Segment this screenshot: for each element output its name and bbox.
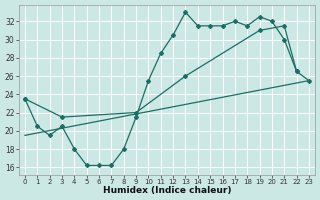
X-axis label: Humidex (Indice chaleur): Humidex (Indice chaleur)	[103, 186, 231, 195]
